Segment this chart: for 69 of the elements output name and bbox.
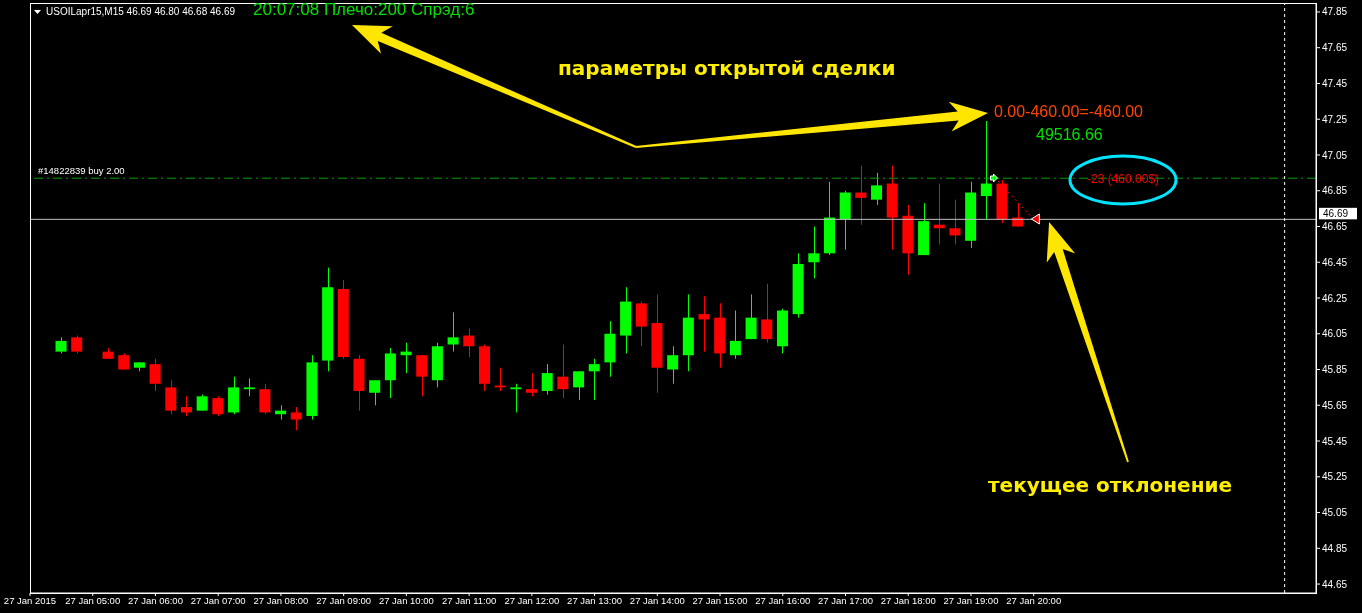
candlestick <box>510 383 522 413</box>
y-tick-label: 47.05 <box>1322 149 1348 161</box>
candlestick <box>588 358 600 401</box>
x-tick-label: 27 Jan 08:00 <box>253 594 309 606</box>
candlestick <box>165 379 177 415</box>
annotation: -23 (460.00$) <box>1087 172 1160 187</box>
ref-line-label: 46.69 <box>1323 207 1349 219</box>
candlestick <box>212 395 224 417</box>
x-tick-label: 27 Jan 20:00 <box>1006 594 1062 606</box>
x-tick-label: 27 Jan 06:00 <box>127 594 183 606</box>
x-tick-label: 27 Jan 15:00 <box>692 594 748 606</box>
x-tick-label: 27 Jan 10:00 <box>378 594 434 606</box>
candlestick <box>729 310 741 360</box>
candlestick <box>573 370 585 401</box>
candlestick <box>541 363 553 396</box>
candlestick <box>745 293 757 340</box>
y-tick-label: 46.85 <box>1322 185 1348 197</box>
y-tick-label: 46.65 <box>1322 221 1348 233</box>
candlestick <box>463 327 475 358</box>
candlestick <box>447 311 459 353</box>
candlestick <box>808 225 820 279</box>
y-tick-label: 47.65 <box>1322 42 1348 54</box>
chart-title: USOILapr15,M15 46.69 46.80 46.68 46.69 <box>46 6 236 18</box>
y-tick-label: 47.45 <box>1322 78 1348 89</box>
candlestick <box>698 295 710 353</box>
y-tick-label: 47.25 <box>1322 113 1348 125</box>
candlestick <box>949 199 961 245</box>
candlestick <box>259 383 271 415</box>
x-tick-label: 27 Jan 11:00 <box>442 594 497 606</box>
x-tick-label: 27 Jan 19:00 <box>943 594 999 606</box>
y-tick-label: 44.85 <box>1322 542 1348 554</box>
x-tick-label: 27 Jan 05:00 <box>65 594 121 606</box>
annotation: параметры открытой сделки <box>558 56 896 80</box>
y-tick-label: 46.05 <box>1322 328 1348 340</box>
y-tick-label: 45.05 <box>1322 507 1348 519</box>
x-tick-label: 27 Jan 09:00 <box>316 594 372 606</box>
y-tick-label: 45.65 <box>1322 399 1348 411</box>
candlestick <box>761 283 773 344</box>
annotation: текущее отклонение <box>988 473 1233 497</box>
x-tick-label: 27 Jan 12:00 <box>504 594 560 606</box>
y-tick-label: 44.65 <box>1322 578 1348 590</box>
x-tick-label: 27 Jan 16:00 <box>755 594 811 606</box>
candlestick <box>180 395 192 417</box>
candlestick <box>871 172 883 206</box>
candlestick <box>526 372 538 397</box>
y-tick-label: 45.85 <box>1322 364 1348 376</box>
x-tick-label: 27 Jan 2015 <box>3 594 57 606</box>
x-tick-label: 27 Jan 17:00 <box>818 594 873 606</box>
y-tick-label: 47.85 <box>1322 6 1348 18</box>
x-tick-label: 27 Jan 07:00 <box>190 594 246 606</box>
x-tick-label: 27 Jan 13:00 <box>567 594 623 606</box>
candlestick <box>290 406 302 431</box>
x-tick-label: 27 Jan 18:00 <box>880 594 936 606</box>
y-tick-label: 46.25 <box>1322 292 1348 304</box>
candlestick <box>149 358 161 392</box>
annotation: 20:07:08 Плечо:200 Спрэд:6 <box>253 0 475 20</box>
candlestick <box>557 343 569 399</box>
candlestick <box>635 301 647 347</box>
candlestick <box>667 345 679 385</box>
candlestick <box>369 379 381 406</box>
y-tick-label: 46.45 <box>1322 256 1348 268</box>
annotation: 49516.66 <box>1036 126 1103 145</box>
y-tick-label: 45.45 <box>1322 435 1348 447</box>
candlestick <box>416 354 428 397</box>
x-tick-label: 27 Jan 14:00 <box>629 594 685 606</box>
y-tick-label: 45.25 <box>1322 471 1348 483</box>
annotation: 0.00-460.00=-460.00 <box>994 103 1144 122</box>
candlestick <box>855 165 867 226</box>
ref-line-label: #14822839 buy 2.00 <box>38 165 125 177</box>
